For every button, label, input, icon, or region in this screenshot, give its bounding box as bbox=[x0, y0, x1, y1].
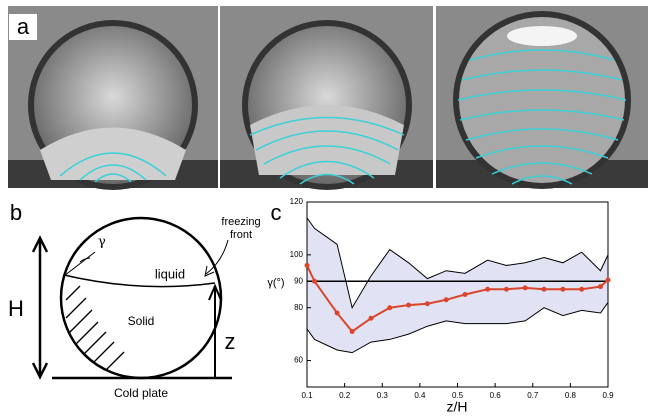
point bbox=[304, 262, 310, 268]
panel-label: a bbox=[17, 14, 30, 39]
x-tick-label: 0.9 bbox=[602, 391, 614, 400]
liquid: liquid bbox=[155, 266, 185, 281]
x-tick-label: 0.8 bbox=[565, 391, 577, 400]
y-tick-label: 120 bbox=[290, 197, 304, 206]
front-label: front bbox=[230, 229, 252, 241]
z-label: z bbox=[225, 329, 236, 354]
point bbox=[462, 292, 468, 297]
x-tick-label: 0.3 bbox=[377, 391, 389, 400]
diagram bbox=[31, 216, 232, 380]
photo-2 bbox=[220, 6, 433, 190]
band-fill bbox=[307, 217, 608, 353]
y-tick-label: 90 bbox=[294, 276, 303, 285]
x-tick-label: 0.1 bbox=[301, 391, 313, 400]
point bbox=[605, 277, 611, 283]
chart: 60 80 90 100 120 0.1 0.2 0.3 0.4 0.5 0.6 0.7 0.8 0.9 bbox=[290, 197, 614, 400]
solid: Solid bbox=[128, 314, 155, 328]
gamma: γ bbox=[98, 235, 106, 250]
point bbox=[560, 286, 566, 292]
point bbox=[406, 302, 412, 308]
x-tick-label: 0.4 bbox=[414, 391, 426, 400]
point bbox=[368, 315, 374, 321]
y-tick-label: 100 bbox=[290, 250, 304, 259]
point bbox=[443, 297, 449, 303]
point bbox=[503, 286, 509, 292]
point bbox=[541, 286, 547, 292]
x-tick-label: 0.5 bbox=[452, 391, 464, 400]
x-tick-label: 0.7 bbox=[527, 391, 539, 400]
mean-line bbox=[306, 264, 609, 333]
y-tick-label: 80 bbox=[294, 303, 303, 312]
point bbox=[387, 305, 393, 311]
photo-3 bbox=[436, 6, 648, 189]
x-tick-label: 0.2 bbox=[339, 391, 351, 400]
x-axis-label: z/H bbox=[447, 399, 468, 415]
height: H bbox=[8, 296, 24, 321]
front-label: freezing bbox=[221, 216, 260, 228]
upper-bound bbox=[306, 217, 609, 310]
y-axis-label: γ(°) bbox=[267, 277, 284, 289]
point bbox=[522, 285, 528, 291]
plate-label: Cold plate bbox=[114, 386, 168, 400]
point bbox=[312, 278, 318, 284]
x-tick-label: 0.6 bbox=[490, 391, 502, 400]
point bbox=[485, 286, 491, 292]
point bbox=[424, 301, 430, 307]
label-box bbox=[9, 14, 37, 40]
panel-label: c bbox=[271, 200, 282, 225]
lower-bound bbox=[306, 302, 609, 354]
point bbox=[597, 284, 603, 290]
point bbox=[349, 329, 355, 334]
photo-1 bbox=[8, 6, 218, 190]
point bbox=[334, 310, 340, 316]
point bbox=[579, 286, 585, 292]
panel-label: b bbox=[10, 200, 22, 225]
y-tick-label: 60 bbox=[294, 356, 303, 365]
